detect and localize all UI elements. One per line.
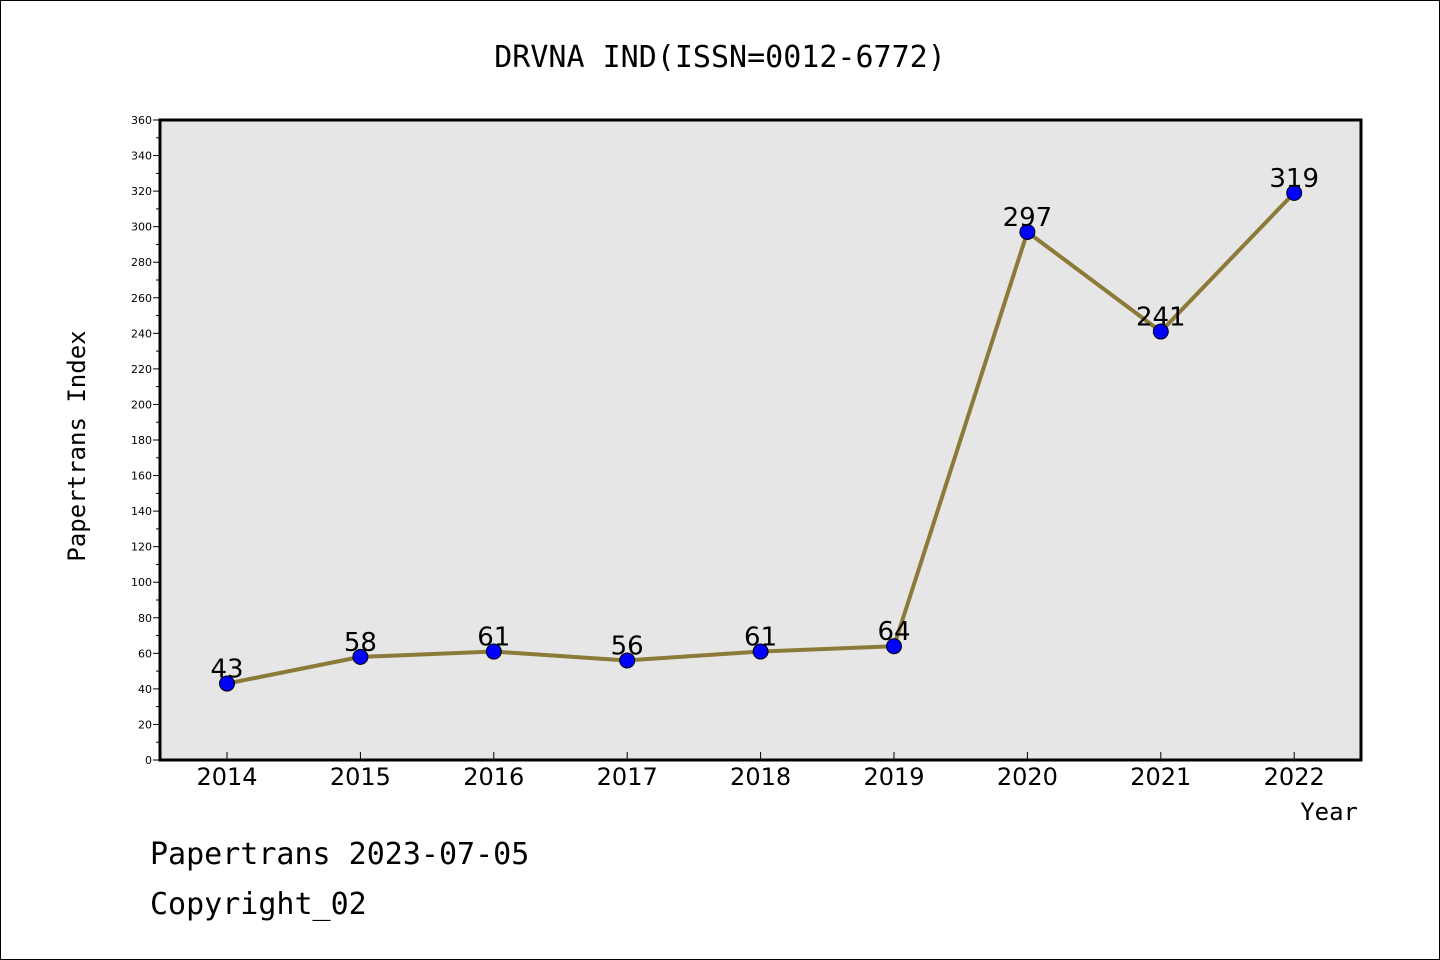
- data-point: [1286, 184, 1303, 201]
- chart-title: DRVNA IND(ISSN=0012-6772): [494, 40, 946, 75]
- data-point: [752, 643, 769, 660]
- x-tick-label: 2014: [196, 763, 257, 791]
- x-axis-label: Year: [1300, 798, 1358, 826]
- y-tick-label: 260: [131, 292, 152, 305]
- y-tick-label: 80: [138, 612, 152, 625]
- y-axis-label: Papertrans Index: [63, 330, 91, 561]
- y-tick-label: 100: [131, 576, 152, 589]
- data-point: [352, 648, 369, 665]
- x-tick-label: 2015: [330, 763, 391, 791]
- y-tick-label: 180: [131, 434, 152, 447]
- y-tick-label: 340: [131, 150, 152, 163]
- x-tick-label: 2016: [463, 763, 524, 791]
- y-tick-label: 240: [131, 327, 152, 340]
- data-label: 61: [477, 623, 510, 653]
- y-tick-label: 160: [131, 470, 152, 483]
- footer-copyright: Copyright_02: [150, 887, 367, 922]
- data-label: 61: [744, 623, 777, 653]
- data-point: [219, 675, 235, 692]
- x-tick-label: 2020: [997, 763, 1058, 791]
- data-label: 43: [210, 655, 243, 685]
- y-tick-label: 320: [131, 185, 152, 198]
- x-tick-label: 2019: [863, 763, 924, 791]
- y-tick-label: 200: [131, 398, 152, 411]
- data-label: 297: [1003, 203, 1053, 233]
- data-point: [619, 652, 636, 669]
- data-label: 64: [877, 617, 910, 647]
- data-markers: [219, 184, 1303, 692]
- y-tick-label: 60: [138, 647, 152, 660]
- y-tick-label: 220: [131, 363, 152, 376]
- y-tick-label: 280: [131, 256, 152, 269]
- y-tick-label: 140: [131, 505, 152, 518]
- data-label: 56: [611, 631, 644, 661]
- data-point: [1152, 323, 1169, 340]
- x-tick-label: 2021: [1130, 763, 1191, 791]
- data-labels: 43 58 61 56 61 64 297 241 319: [210, 164, 1319, 685]
- x-axis: 2014 2015 2016 2017 2018 2019 2020 2021 2022: [196, 752, 1325, 791]
- data-point: [485, 643, 502, 660]
- x-tick-label: 2018: [730, 763, 791, 791]
- y-axis: 0 20 40 60 80 100 120 140 160 180 200 220 240 260 280 3…: [131, 114, 160, 767]
- y-tick-label: 120: [131, 541, 152, 554]
- data-label: 58: [344, 628, 377, 658]
- y-tick-label: 40: [138, 683, 152, 696]
- footer-date: Papertrans 2023-07-05: [150, 837, 529, 872]
- data-point: [1019, 224, 1036, 240]
- x-tick-label: 2022: [1264, 763, 1325, 791]
- y-tick-label: 20: [138, 718, 152, 731]
- y-tick-label: 300: [131, 221, 152, 234]
- y-tick-label: 360: [131, 114, 152, 127]
- data-point: [886, 638, 902, 655]
- data-label: 241: [1136, 303, 1186, 333]
- plot-area: [158, 118, 1363, 762]
- x-tick-label: 2017: [597, 763, 658, 791]
- y-tick-label: 0: [145, 754, 152, 767]
- data-label: 319: [1269, 164, 1319, 194]
